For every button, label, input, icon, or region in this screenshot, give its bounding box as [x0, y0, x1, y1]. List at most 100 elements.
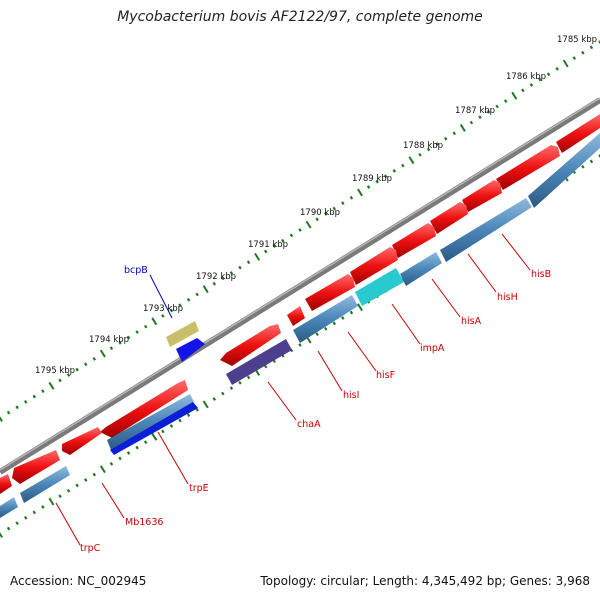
tick-mark	[589, 159, 594, 164]
tick-mark	[298, 228, 302, 232]
gene-arrow[interactable]	[176, 338, 205, 362]
gene-label: trpC	[80, 543, 101, 554]
tick-mark	[92, 472, 97, 477]
gene-arrow[interactable]	[440, 198, 532, 262]
tick-mark	[169, 308, 174, 313]
tick-mark	[202, 285, 209, 294]
tick-mark	[229, 386, 234, 391]
tick-mark	[459, 124, 466, 132]
tick-mark	[254, 252, 261, 261]
tick-mark	[135, 330, 139, 334]
tick-mark	[238, 265, 242, 270]
tick-mark	[15, 521, 19, 526]
tick-mark	[418, 152, 422, 157]
tick-mark	[323, 212, 328, 216]
gene-labels: hisB hisH hisA impA hisF hisI chaA trpE …	[80, 265, 551, 554]
tick-mark	[272, 244, 277, 248]
tick-mark	[83, 478, 88, 482]
gene-arrow[interactable]	[100, 380, 188, 438]
gene-label: chaA	[297, 419, 321, 430]
tick-mark	[357, 188, 363, 197]
tick-mark	[298, 343, 302, 347]
gene-arrow[interactable]	[166, 321, 199, 347]
gene-arrow[interactable]	[430, 202, 468, 234]
tick-label: 1792 kbp	[196, 272, 236, 282]
tick-mark	[186, 297, 191, 302]
gene-arrow[interactable]	[110, 402, 198, 455]
tick-mark	[443, 136, 448, 141]
tick-mark	[323, 326, 328, 331]
tick-mark	[0, 532, 3, 538]
gene-arrow[interactable]	[528, 133, 600, 208]
tick-mark	[511, 91, 518, 100]
tick-label: 1786 kbp	[506, 72, 546, 82]
tick-mark	[469, 120, 474, 125]
tick-mark	[151, 432, 158, 441]
tick-mark	[32, 394, 37, 399]
gene-arrow[interactable]	[556, 114, 600, 153]
gene-arrow[interactable]	[12, 450, 60, 484]
gene-arrow[interactable]	[305, 274, 355, 311]
gene-label: bcpB	[124, 265, 148, 276]
tick-mark	[118, 340, 122, 345]
gene-label: Mb1636	[125, 517, 163, 528]
tick-mark	[375, 179, 379, 184]
tick-label: 1793 kbp	[143, 304, 183, 314]
tick-mark	[75, 483, 79, 488]
tick-mark	[23, 400, 28, 404]
tick-mark	[598, 154, 600, 158]
tick-label: 1785 kbp	[557, 35, 597, 45]
tick-mark	[66, 488, 71, 493]
tick-mark	[401, 163, 405, 168]
tick-mark	[83, 362, 88, 367]
gene-arrow[interactable]	[0, 474, 12, 494]
tick-mark	[109, 346, 114, 351]
tick-mark	[349, 195, 354, 200]
tick-mark	[6, 410, 11, 415]
gene-arrow[interactable]	[62, 427, 102, 455]
tick-mark	[315, 332, 319, 337]
tick-mark	[109, 461, 114, 466]
tick-mark	[555, 67, 559, 71]
gene-arrow[interactable]	[226, 339, 292, 385]
tick-mark	[178, 303, 182, 308]
tick-mark	[32, 510, 37, 515]
gene-label: impA	[420, 343, 445, 354]
gene-arrow[interactable]	[287, 306, 305, 326]
tick-mark	[161, 429, 165, 434]
gene-arrow[interactable]	[293, 295, 358, 343]
gene-arrow[interactable]	[20, 466, 70, 503]
tick-mark	[169, 424, 174, 428]
leader-lines	[55, 233, 531, 546]
tick-mark	[246, 375, 251, 380]
tick-mark	[58, 494, 62, 499]
tick-mark	[521, 88, 525, 93]
tick-mark	[281, 238, 285, 243]
gene-arrow[interactable]	[0, 497, 18, 518]
tick-mark	[126, 335, 131, 340]
tick-mark	[366, 185, 371, 189]
tick-mark	[195, 292, 199, 297]
gene-arrow[interactable]	[107, 394, 194, 450]
gene-arrow[interactable]	[350, 247, 398, 285]
tick-mark	[135, 445, 139, 450]
tick-mark	[246, 260, 251, 265]
gene-arrow[interactable]	[355, 268, 404, 306]
tick-mark	[598, 40, 600, 44]
tick-mark	[118, 456, 122, 461]
tick-mark	[41, 389, 45, 393]
gene-arrow[interactable]	[400, 252, 442, 286]
tick-mark	[99, 349, 106, 358]
tick-mark	[349, 310, 354, 315]
gene-arrow[interactable]	[392, 223, 436, 258]
gene-arrow[interactable]	[220, 324, 281, 366]
tick-mark	[202, 400, 209, 409]
gene-arrow[interactable]	[496, 145, 560, 190]
tick-mark	[212, 397, 217, 401]
tick-mark	[357, 303, 363, 312]
gene-arrow[interactable]	[462, 180, 502, 212]
accession-text: Accession: NC_002945	[10, 574, 147, 588]
tick-label: 1795 kbp	[35, 366, 75, 376]
tick-mark	[289, 233, 294, 238]
tick-mark	[92, 357, 97, 361]
